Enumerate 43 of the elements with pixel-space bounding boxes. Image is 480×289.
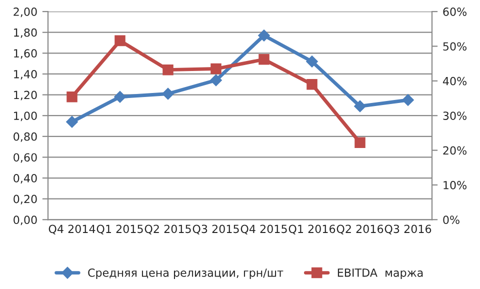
y-tick-label: 1,40 [14, 70, 37, 80]
point [162, 64, 174, 76]
point [66, 91, 78, 102]
x-tick-label: Q4 2015 [240, 224, 287, 234]
x-tick-label: Q2 2016 [336, 224, 384, 234]
y-tick-label: 0,40 [14, 174, 37, 184]
y2-tick-label: 10% [444, 180, 466, 190]
y-tick-label: 1,80 [14, 28, 37, 38]
point [258, 30, 270, 42]
y-tick-label: 1,00 [14, 112, 37, 122]
legend-label: Средняя цена релизации, грн/шт [88, 268, 284, 279]
point [354, 100, 366, 112]
y2-tick-label: 40% [442, 76, 466, 86]
y-tick-label: 0,60 [14, 153, 37, 163]
point [306, 79, 318, 90]
x-tick-label: Q4 2014 [48, 224, 96, 234]
point [210, 74, 222, 86]
y2-tick-label: 60% [443, 8, 466, 16]
point [66, 116, 78, 128]
point [402, 94, 414, 106]
y2-tick-label: 50% [443, 42, 466, 51]
point [114, 35, 126, 46]
point [162, 88, 174, 100]
y-tick-label: 0,20 [14, 194, 37, 204]
y-tick-label: 1,60 [14, 49, 37, 59]
y-tick-label: 1,20 [14, 90, 37, 100]
point [114, 90, 126, 103]
x-tick-label: Q3 2015 [192, 224, 239, 234]
x-tick-label: Q2 2015 [144, 224, 191, 234]
x-tick-label: Q1 2015 [96, 224, 143, 234]
y2-tick-label: 20% [443, 146, 466, 155]
y-tick-label: 0,00 [14, 216, 37, 226]
point [210, 63, 222, 74]
x-tick-label: Q1 2016 [288, 224, 336, 234]
y2-tick-label: 30% [443, 112, 466, 120]
point [258, 54, 270, 65]
x-tick-label: Q3 2016 [384, 224, 432, 234]
point [354, 137, 366, 148]
y-tick-label: 2,00 [14, 8, 37, 18]
y2-tick-label: 0% [443, 216, 460, 224]
legend-label: EBITDA маржа [338, 268, 423, 279]
point [306, 56, 318, 68]
y-tick-label: 0,80 [14, 132, 37, 142]
